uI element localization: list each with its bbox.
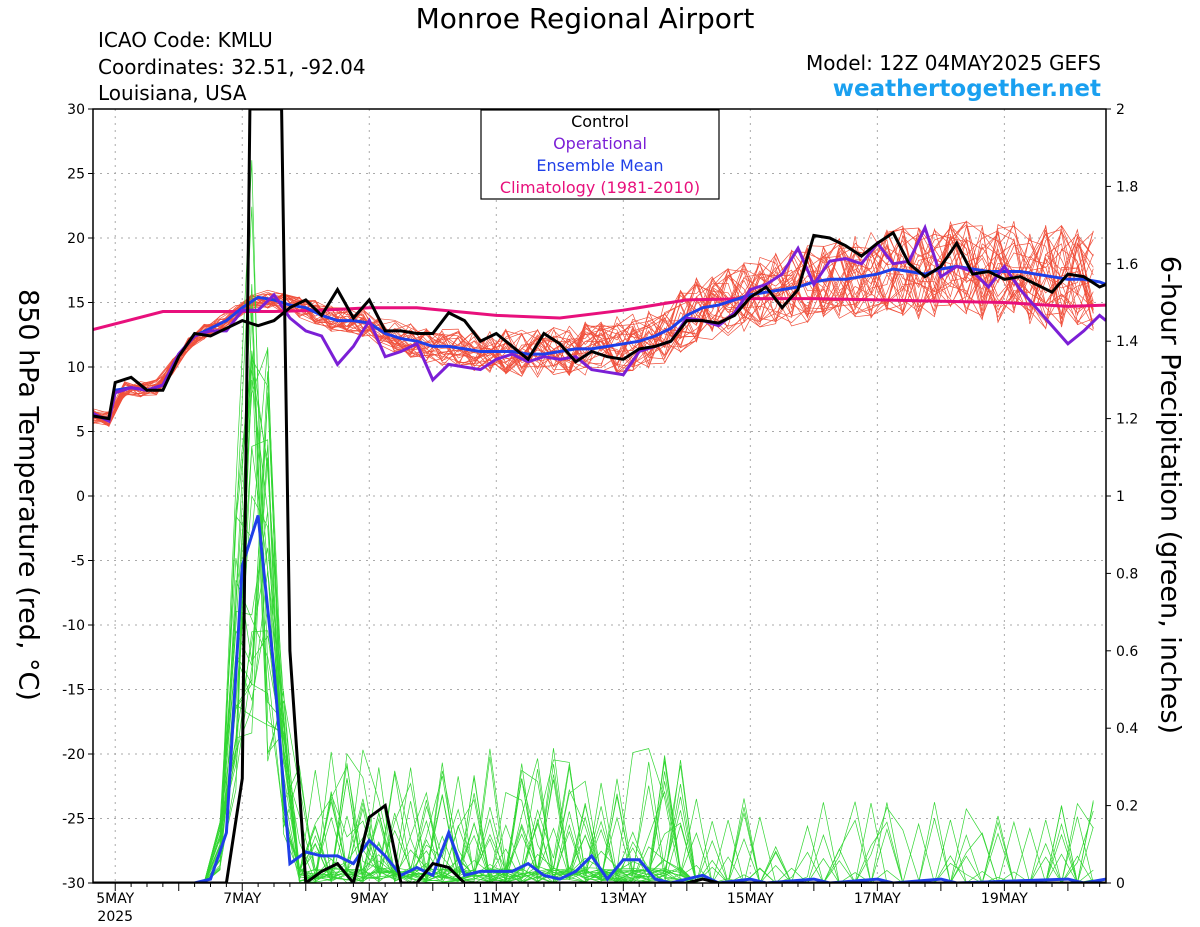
coordinates: Coordinates: 32.51, -92.04 <box>98 55 366 79</box>
y-tick-label: 20 <box>67 231 85 247</box>
y-tick-label: 0 <box>76 489 85 505</box>
climatology-line <box>93 297 1106 332</box>
axis-ticks: 302520151050-5-10-15-20-25-3021.81.61.41… <box>62 102 1138 925</box>
chart-title: Monroe Regional Airport <box>415 2 755 35</box>
x-tick-label: 5MAY <box>96 891 134 907</box>
model-run: Model: 12Z 04MAY2025 GEFS <box>806 51 1101 75</box>
legend-entry: Climatology (1981-2010) <box>500 178 700 197</box>
legend-entry: Ensemble Mean <box>536 156 663 175</box>
y2-tick-label: 0.2 <box>1116 799 1138 815</box>
y-tick-label: 10 <box>67 360 85 376</box>
temperature-member-line <box>92 224 1094 419</box>
y-tick-label: 15 <box>67 296 85 312</box>
precipitation-mean-line <box>93 514 1106 883</box>
legend: Control Operational Ensemble Mean Climatolo… <box>480 109 720 200</box>
x-tick-label: 11MAY <box>473 891 520 907</box>
x-tick-label: 15MAY <box>727 891 774 907</box>
legend-entry: Operational <box>553 134 647 153</box>
legend-box <box>480 109 720 200</box>
legend-entry: Control <box>571 112 629 131</box>
y2-tick-label: 0.8 <box>1116 566 1138 582</box>
y2-tick-label: 1.4 <box>1116 334 1138 350</box>
temperature-control-line <box>93 230 1106 421</box>
temperature-member-line <box>92 227 1094 426</box>
x-tick-label: 7MAY <box>223 891 261 907</box>
temperature-member-line <box>92 232 1094 421</box>
x-tick-label: 13MAY <box>600 891 647 907</box>
y-tick-label: 30 <box>67 102 85 118</box>
y2-tick-label: 1.8 <box>1116 179 1138 195</box>
y-tick-label: -25 <box>62 812 85 828</box>
icao-code: ICAO Code: KMLU <box>98 28 273 52</box>
x-tick-label: 19MAY <box>981 891 1028 907</box>
y2-tick-label: 0 <box>1116 876 1125 892</box>
temperature-member-line <box>92 231 1094 421</box>
precipitation-member-line <box>93 630 1094 884</box>
y-tick-label: -5 <box>71 554 85 570</box>
y-tick-label: -20 <box>62 747 85 763</box>
precipitation-member-line <box>93 683 1094 884</box>
temperature-operational-line <box>93 223 1106 424</box>
precipitation-control-line <box>93 109 1106 883</box>
y-tick-label: -15 <box>62 683 85 699</box>
y-tick-label: 5 <box>76 425 85 441</box>
series-lines <box>93 109 1106 883</box>
temperature-ensemble-members <box>92 220 1094 427</box>
y2-tick-label: 0.6 <box>1116 644 1138 660</box>
site-link[interactable]: weathertogether.net <box>832 76 1101 102</box>
y-tick-label: 25 <box>67 167 85 183</box>
x-tick-year: 2025 <box>97 909 133 925</box>
y2-tick-label: 1.6 <box>1116 257 1138 273</box>
region: Louisiana, USA <box>98 81 247 105</box>
x-tick-label: 17MAY <box>854 891 901 907</box>
y-tick-label: -30 <box>62 876 85 892</box>
y2-tick-label: 0.4 <box>1116 721 1138 737</box>
temperature-member-line <box>92 224 1094 424</box>
x-tick-label: 9MAY <box>350 891 388 907</box>
temperature-member-line <box>92 226 1094 421</box>
y2-tick-label: 2 <box>1116 102 1125 118</box>
temperature-mean-line <box>93 264 1106 421</box>
y2-tick-label: 1 <box>1116 489 1125 505</box>
y-tick-label: -10 <box>62 618 85 634</box>
y2-tick-label: 1.2 <box>1116 412 1138 428</box>
